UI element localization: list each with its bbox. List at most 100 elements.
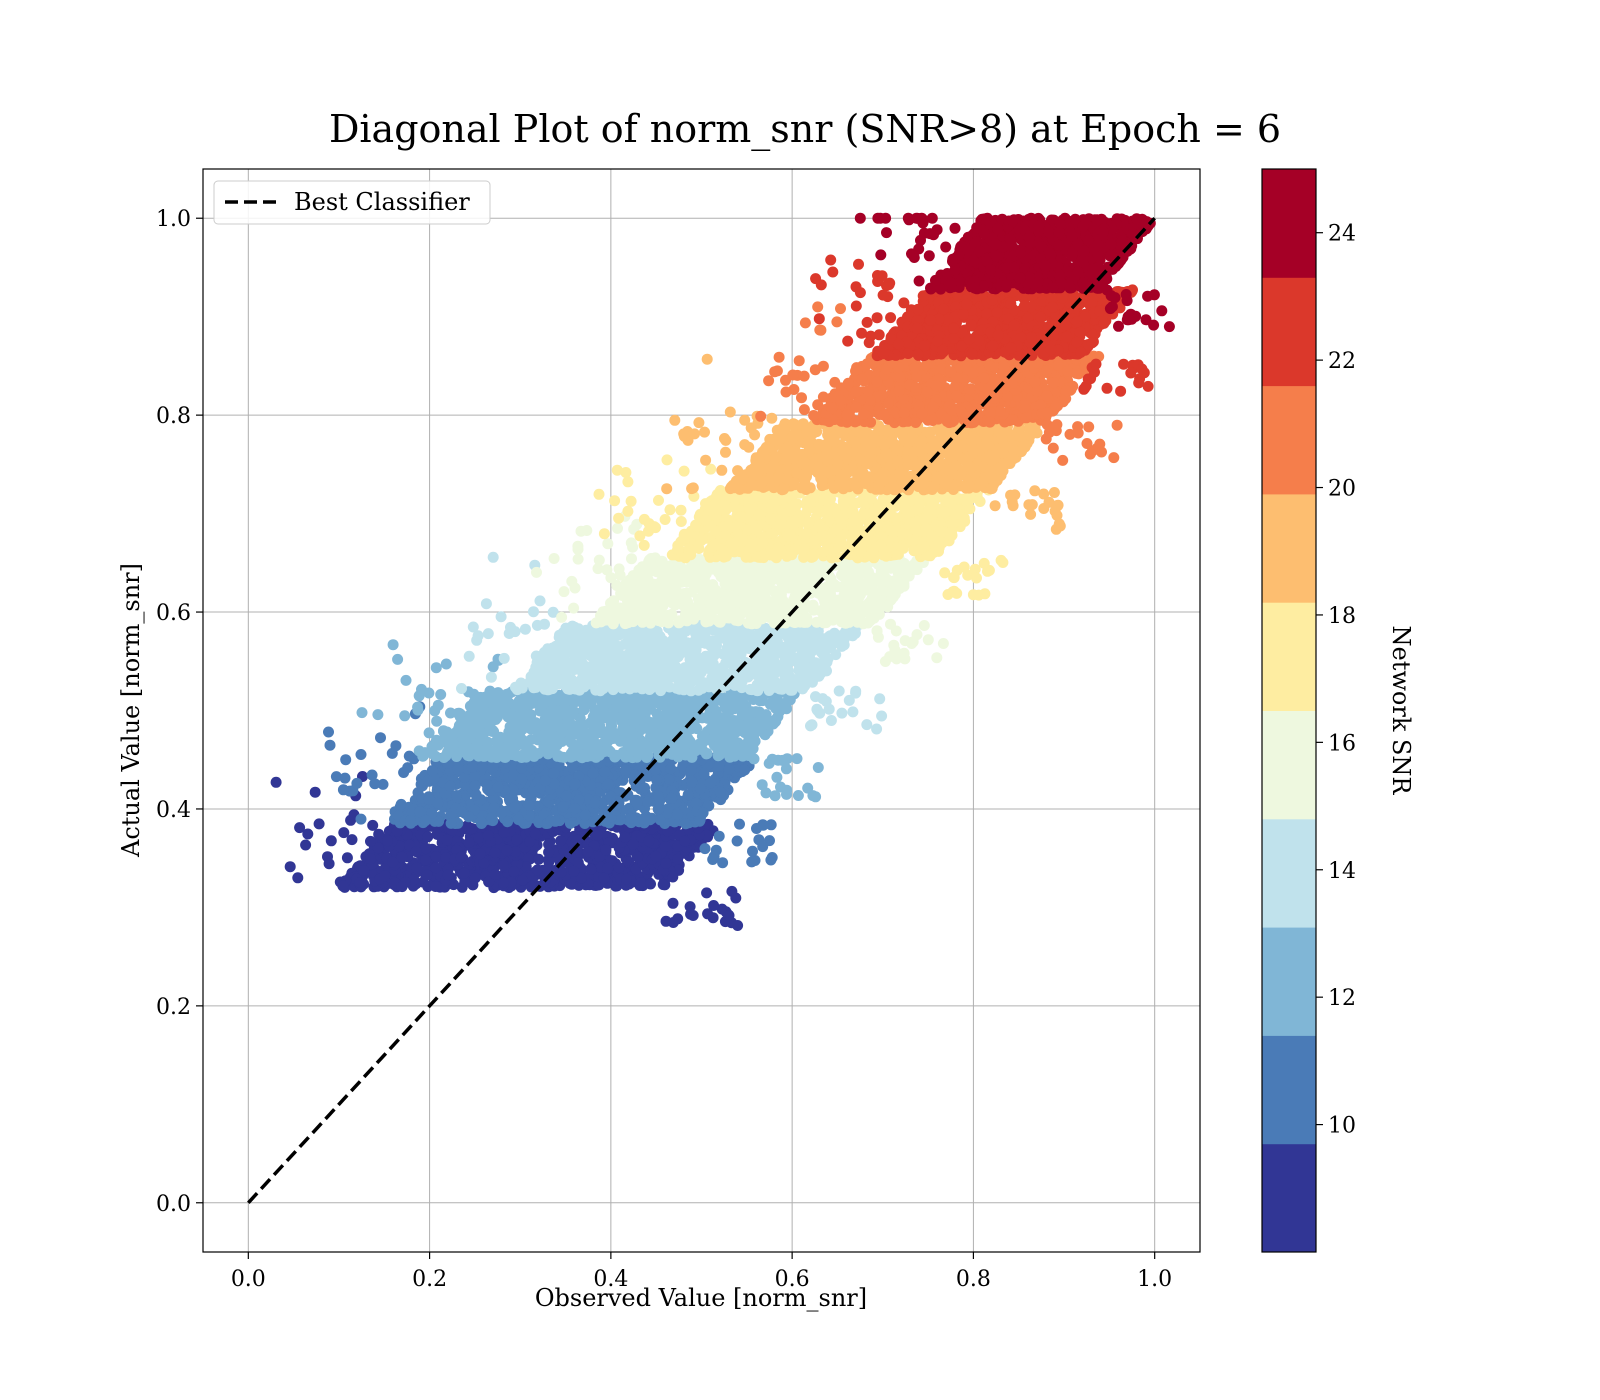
scatter-point xyxy=(686,751,698,763)
scatter-point xyxy=(325,835,337,847)
scatter-point xyxy=(429,705,441,717)
scatter-point xyxy=(835,630,847,642)
scatter-point xyxy=(669,588,681,600)
scatter-point xyxy=(572,857,584,869)
scatter-point xyxy=(547,642,559,654)
scatter-point xyxy=(638,611,650,623)
scatter-point xyxy=(666,608,678,620)
scatter-point xyxy=(351,777,363,789)
scatter-point xyxy=(356,707,368,719)
scatter-point xyxy=(673,563,685,575)
scatter-point xyxy=(745,722,757,734)
scatter-point xyxy=(640,749,651,761)
scatter-point xyxy=(860,561,872,573)
scatter-point xyxy=(885,618,896,630)
scatter-point xyxy=(534,595,546,607)
scatter-point xyxy=(589,797,601,809)
scatter-point xyxy=(486,811,498,823)
scatter-point xyxy=(611,670,623,682)
scatter-point xyxy=(644,684,655,695)
scatter-point xyxy=(543,846,555,858)
scatter-point xyxy=(405,815,416,827)
scatter-point xyxy=(323,858,335,870)
scatter-point xyxy=(532,864,543,876)
scatter-point xyxy=(810,641,822,653)
scatter-point xyxy=(669,599,681,611)
scatter-point xyxy=(489,847,501,859)
scatter-point xyxy=(771,771,783,783)
scatter-point xyxy=(567,706,579,717)
scatter-point xyxy=(865,594,877,606)
scatter-point xyxy=(423,727,435,739)
scatter-point xyxy=(446,729,458,741)
scatter-point xyxy=(626,553,637,565)
scatter-point xyxy=(571,834,583,846)
scatter-point xyxy=(509,802,520,814)
scatter-point xyxy=(804,563,816,575)
scatter-point xyxy=(698,768,710,780)
scatter-point xyxy=(430,662,442,674)
scatter-point xyxy=(525,734,537,745)
scatter-point xyxy=(747,611,759,622)
scatter-point xyxy=(441,834,453,846)
scatter-point xyxy=(487,761,499,773)
scatter-point xyxy=(511,834,523,846)
scatter-point xyxy=(569,803,581,815)
scatter-point xyxy=(582,846,594,858)
scatter-point xyxy=(859,606,871,618)
scatter-point xyxy=(898,558,910,569)
scatter-point xyxy=(899,635,911,647)
scatter-point xyxy=(683,599,694,611)
scatter-point xyxy=(474,848,486,860)
scatter-point xyxy=(578,681,590,693)
scatter-point xyxy=(848,573,860,585)
scatter-point xyxy=(398,767,410,778)
scatter-point xyxy=(622,726,634,738)
scatter-point xyxy=(730,892,742,904)
scatter-point xyxy=(481,779,493,791)
scatter-point xyxy=(337,880,349,892)
scatter-point xyxy=(847,706,859,718)
scatter-point xyxy=(400,674,412,686)
scatter-point xyxy=(703,651,715,662)
scatter-point xyxy=(682,610,694,622)
scatter-point xyxy=(413,745,425,757)
scatter-point xyxy=(747,845,758,857)
scatter-point xyxy=(390,740,402,752)
scatter-point xyxy=(564,878,576,889)
scatter-point xyxy=(847,564,859,576)
scatter-point xyxy=(700,637,712,649)
scatter-point xyxy=(663,773,675,785)
scatter-point xyxy=(693,684,704,696)
scatter-point xyxy=(475,816,487,828)
scatter-point xyxy=(501,844,513,856)
scatter-point xyxy=(708,900,720,911)
scatter-point xyxy=(482,628,494,640)
scatter-point xyxy=(892,567,904,579)
scatter-point xyxy=(458,867,470,879)
scatter-point xyxy=(643,835,655,847)
scatter-point xyxy=(662,803,674,815)
scatter-point xyxy=(496,807,507,819)
scatter-point xyxy=(772,754,784,766)
scatter-point xyxy=(615,698,627,709)
scatter-point xyxy=(346,834,358,846)
scatter-point xyxy=(667,871,679,883)
scatter-point xyxy=(723,763,735,775)
scatter-point xyxy=(613,680,625,692)
scatter-point xyxy=(765,561,777,573)
scatter-point xyxy=(714,786,726,798)
scatter-point xyxy=(811,616,823,628)
scatter-point xyxy=(653,791,664,802)
scatter-point xyxy=(466,823,478,834)
scatter-point xyxy=(594,669,606,681)
scatter-point xyxy=(677,760,689,772)
scatter-point xyxy=(861,719,873,731)
scatter-point xyxy=(760,713,772,725)
scatter-point xyxy=(487,551,499,563)
scatter-point xyxy=(366,769,378,781)
scatter-point xyxy=(766,681,778,693)
scatter-point xyxy=(510,681,521,693)
scatter-point xyxy=(746,856,758,868)
scatter-point xyxy=(679,590,691,602)
